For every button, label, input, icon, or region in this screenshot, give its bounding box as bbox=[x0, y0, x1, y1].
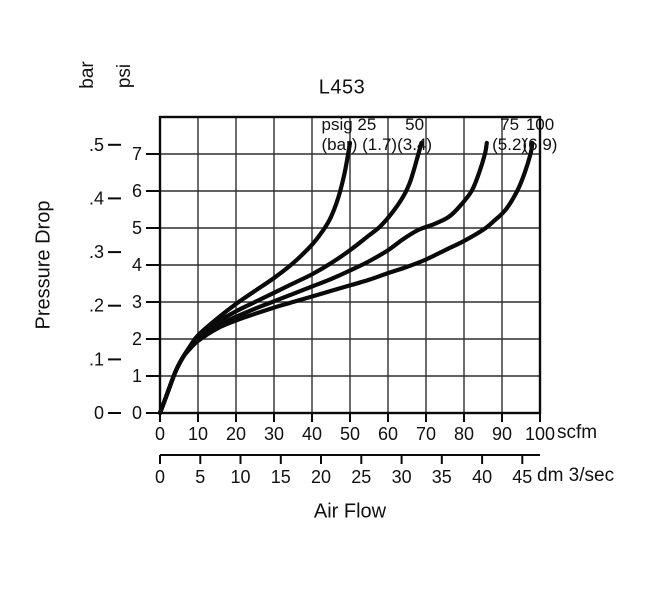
scfm-tick-label: 30 bbox=[264, 424, 284, 444]
curve-label-psig: 75 bbox=[500, 115, 519, 134]
bar-tick-label: .5 bbox=[89, 135, 104, 155]
bar-tick-label: .2 bbox=[89, 296, 104, 316]
psi-tick-label: 1 bbox=[132, 366, 142, 386]
curve-75-psig bbox=[157, 140, 489, 416]
scfm-tick-label: 70 bbox=[416, 424, 436, 444]
scfm-tick-label: 20 bbox=[226, 424, 246, 444]
scfm-tick-label: 80 bbox=[454, 424, 474, 444]
scfm-unit-label: scfm bbox=[557, 422, 598, 443]
chart-title: L453 bbox=[318, 76, 366, 99]
bar-tick-label: .4 bbox=[89, 188, 104, 208]
psi-tick-label: 0 bbox=[132, 403, 142, 423]
curve-label-psig: psig 25 bbox=[322, 115, 377, 134]
dm-tick-label: 15 bbox=[271, 467, 291, 487]
x-axis-label: Air Flow bbox=[313, 500, 387, 523]
psi-tick-label: 2 bbox=[132, 329, 142, 349]
dm-tick-label: 45 bbox=[512, 467, 532, 487]
curve-25-psig bbox=[157, 140, 353, 416]
psi-tick-label: 7 bbox=[132, 144, 142, 164]
scfm-tick-label: 10 bbox=[188, 424, 208, 444]
dm-tick-label: 10 bbox=[230, 467, 250, 487]
curve-label-psig: 50 bbox=[405, 115, 424, 134]
dm-tick-label: 20 bbox=[311, 467, 331, 487]
scfm-tick-label: 40 bbox=[302, 424, 322, 444]
scfm-tick-label: 100 bbox=[525, 424, 555, 444]
scfm-tick-label: 0 bbox=[155, 424, 165, 444]
bar-tick-label: .1 bbox=[89, 349, 104, 369]
psi-tick-label: 4 bbox=[132, 255, 142, 275]
curve-label-bar: (3.4) bbox=[397, 135, 432, 154]
bar-tick-label: .3 bbox=[89, 242, 104, 262]
dm-tick-label: 0 bbox=[155, 467, 165, 487]
scfm-tick-label: 60 bbox=[378, 424, 398, 444]
curve-label-bar: (6.9) bbox=[523, 135, 558, 154]
scfm-tick-label: 50 bbox=[340, 424, 360, 444]
curve-label-psig: 100 bbox=[526, 115, 554, 134]
dm-unit-label: dm 3/sec bbox=[537, 465, 615, 486]
psi-tick-label: 3 bbox=[132, 292, 142, 312]
curve-50-psig bbox=[157, 140, 424, 416]
dm-tick-label: 5 bbox=[195, 467, 205, 487]
bar-tick-label: 0 bbox=[94, 403, 104, 423]
psi-tick-label: 5 bbox=[132, 218, 142, 238]
dm-tick-label: 25 bbox=[351, 467, 371, 487]
curve-100-psig bbox=[157, 140, 535, 416]
curve-label-bar: (5.2) bbox=[492, 135, 527, 154]
psi-tick-label: 6 bbox=[132, 181, 142, 201]
dm-tick-label: 35 bbox=[432, 467, 452, 487]
scfm-tick-label: 90 bbox=[492, 424, 512, 444]
dm-tick-label: 30 bbox=[392, 467, 412, 487]
curve-label-bar: (bar) (1.7) bbox=[322, 135, 398, 154]
dm-tick-label: 40 bbox=[472, 467, 492, 487]
